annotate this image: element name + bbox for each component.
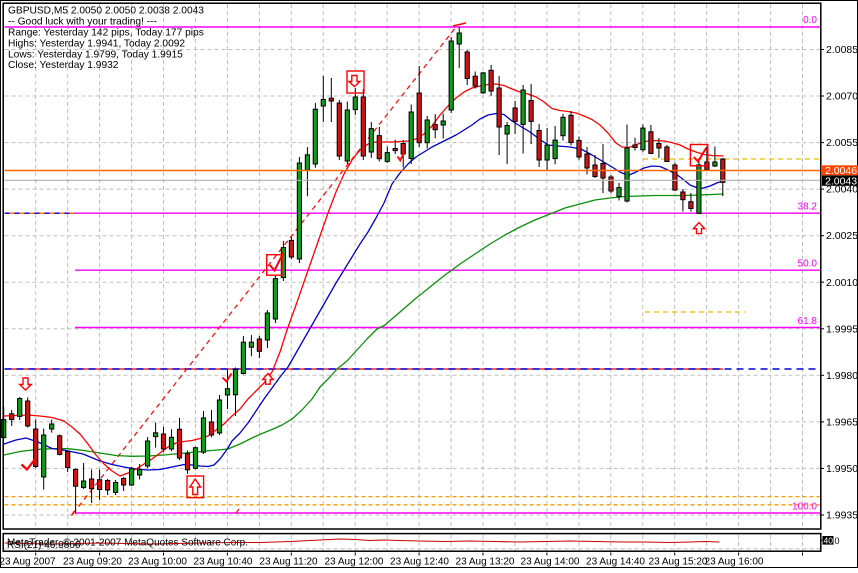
svg-text:Lows: Yesterday 1.9799, Today: Lows: Yesterday 1.9799, Today 1.9915 [8,50,183,61]
svg-text:2.0085: 2.0085 [826,44,858,56]
svg-text:Highs: Yesterday 1.9941, Today: Highs: Yesterday 1.9941, Today 2.0092 [8,39,185,50]
svg-text:40: 40 [824,535,834,545]
svg-text:1.9980: 1.9980 [826,370,858,382]
svg-text:1.9965: 1.9965 [826,416,858,428]
svg-text:2.0043: 2.0043 [825,175,857,187]
svg-text:2.0025: 2.0025 [826,230,858,242]
svg-text:0.0: 0.0 [803,15,817,26]
svg-text:23 Aug 16:00: 23 Aug 16:00 [705,557,764,568]
svg-text:1.9935: 1.9935 [826,510,858,522]
svg-text:23 Aug 14:40: 23 Aug 14:40 [586,557,645,568]
svg-text:2.0010: 2.0010 [826,277,858,289]
svg-text:23 Aug 13:20: 23 Aug 13:20 [456,557,515,568]
svg-text:38.2: 38.2 [798,202,818,213]
svg-text:100.0: 100.0 [792,502,817,513]
svg-text:23 Aug 11:20: 23 Aug 11:20 [259,557,318,568]
svg-text:23 Aug 12:40: 23 Aug 12:40 [390,557,449,568]
svg-text:23 Aug 09:20: 23 Aug 09:20 [63,557,122,568]
svg-text:1.9995: 1.9995 [826,323,858,335]
svg-text:RSI(21) 46.9866: RSI(21) 46.9866 [7,540,81,551]
svg-text:2.0070: 2.0070 [826,91,858,103]
svg-text:23 Aug 10:40: 23 Aug 10:40 [194,557,253,568]
svg-text:23 Aug 14:00: 23 Aug 14:00 [521,557,580,568]
svg-text:2.0046: 2.0046 [825,165,857,177]
svg-text:2.0055: 2.0055 [826,137,858,149]
svg-text:MetaTrader, © 2001-2007 MetaQu: MetaTrader, © 2001-2007 MetaQuotes Softw… [7,538,248,549]
svg-text:Range: Yesterday 142 pips, Tod: Range: Yesterday 142 pips, Today 177 pip… [8,28,204,39]
svg-text:Close: Yesterday 1.9932: Close: Yesterday 1.9932 [8,60,119,71]
svg-text:61.8: 61.8 [798,316,818,327]
svg-text:-- Good luck with your trading: -- Good luck with your trading! --- [8,17,157,28]
svg-text:0: 0 [835,536,840,546]
svg-text:2.0040: 2.0040 [826,184,858,196]
svg-text:1.9950: 1.9950 [826,463,858,475]
svg-text:50.0: 50.0 [798,259,818,270]
svg-text:23 Aug 2007: 23 Aug 2007 [0,557,56,568]
svg-text:23 Aug 15:20: 23 Aug 15:20 [649,557,708,568]
svg-text:GBPUSD,M5 2.0050 2.0050 2.003: GBPUSD,M5 2.0050 2.0050 2.0038 2.0043 [8,6,204,17]
svg-text:23 Aug 10:00: 23 Aug 10:00 [128,557,187,568]
svg-text:23 Aug 12:00: 23 Aug 12:00 [325,557,384,568]
